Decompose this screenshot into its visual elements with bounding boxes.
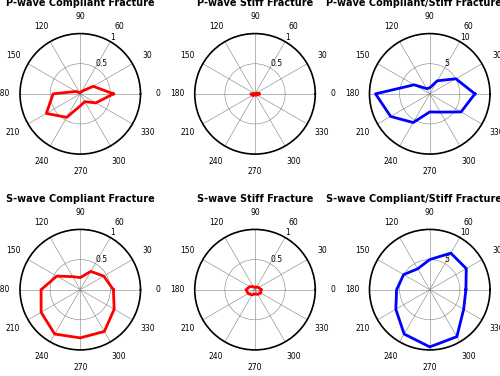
Title: S-wave Compliant Fracture: S-wave Compliant Fracture xyxy=(6,194,154,204)
Title: S-wave Stiff Fracture: S-wave Stiff Fracture xyxy=(197,194,313,204)
Title: P-wave Compliant Fracture: P-wave Compliant Fracture xyxy=(6,0,154,8)
Title: P-wave Compliant/Stiff Fracture Ratio: P-wave Compliant/Stiff Fracture Ratio xyxy=(326,0,500,8)
Title: S-wave Compliant/Stiff Fracture Ratio: S-wave Compliant/Stiff Fracture Ratio xyxy=(326,194,500,204)
Title: P-wave Stiff Fracture: P-wave Stiff Fracture xyxy=(197,0,313,8)
